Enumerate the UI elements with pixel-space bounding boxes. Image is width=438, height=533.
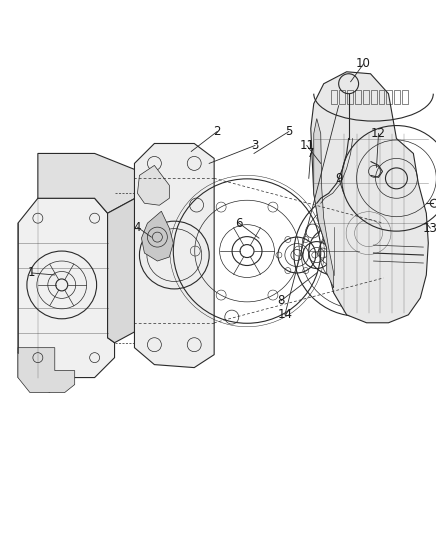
Polygon shape xyxy=(38,154,145,213)
Polygon shape xyxy=(314,118,334,288)
Bar xyxy=(403,90,408,103)
Polygon shape xyxy=(18,198,115,377)
Polygon shape xyxy=(18,348,75,392)
Text: 9: 9 xyxy=(335,172,343,185)
Bar xyxy=(371,90,377,103)
Bar xyxy=(339,90,345,103)
Text: 3: 3 xyxy=(251,139,259,152)
Text: 11: 11 xyxy=(299,139,314,152)
Text: 8: 8 xyxy=(277,294,285,308)
Bar xyxy=(378,90,385,103)
Bar xyxy=(346,90,353,103)
Polygon shape xyxy=(141,211,173,261)
Text: 2: 2 xyxy=(213,125,221,138)
Bar xyxy=(331,90,337,103)
Polygon shape xyxy=(134,143,214,368)
Polygon shape xyxy=(138,165,170,205)
Text: 14: 14 xyxy=(277,308,293,321)
Text: 10: 10 xyxy=(356,58,371,70)
Text: 12: 12 xyxy=(371,127,386,140)
Bar xyxy=(355,90,360,103)
Text: 1: 1 xyxy=(28,266,35,279)
Text: 7: 7 xyxy=(307,147,314,160)
Bar xyxy=(363,90,368,103)
Bar xyxy=(395,90,400,103)
Text: 13: 13 xyxy=(423,222,438,235)
Polygon shape xyxy=(108,193,152,343)
Text: 5: 5 xyxy=(285,125,293,138)
Text: 4: 4 xyxy=(134,221,141,233)
Polygon shape xyxy=(18,353,50,392)
Text: 6: 6 xyxy=(235,217,243,230)
Polygon shape xyxy=(311,72,428,323)
Bar xyxy=(386,90,392,103)
